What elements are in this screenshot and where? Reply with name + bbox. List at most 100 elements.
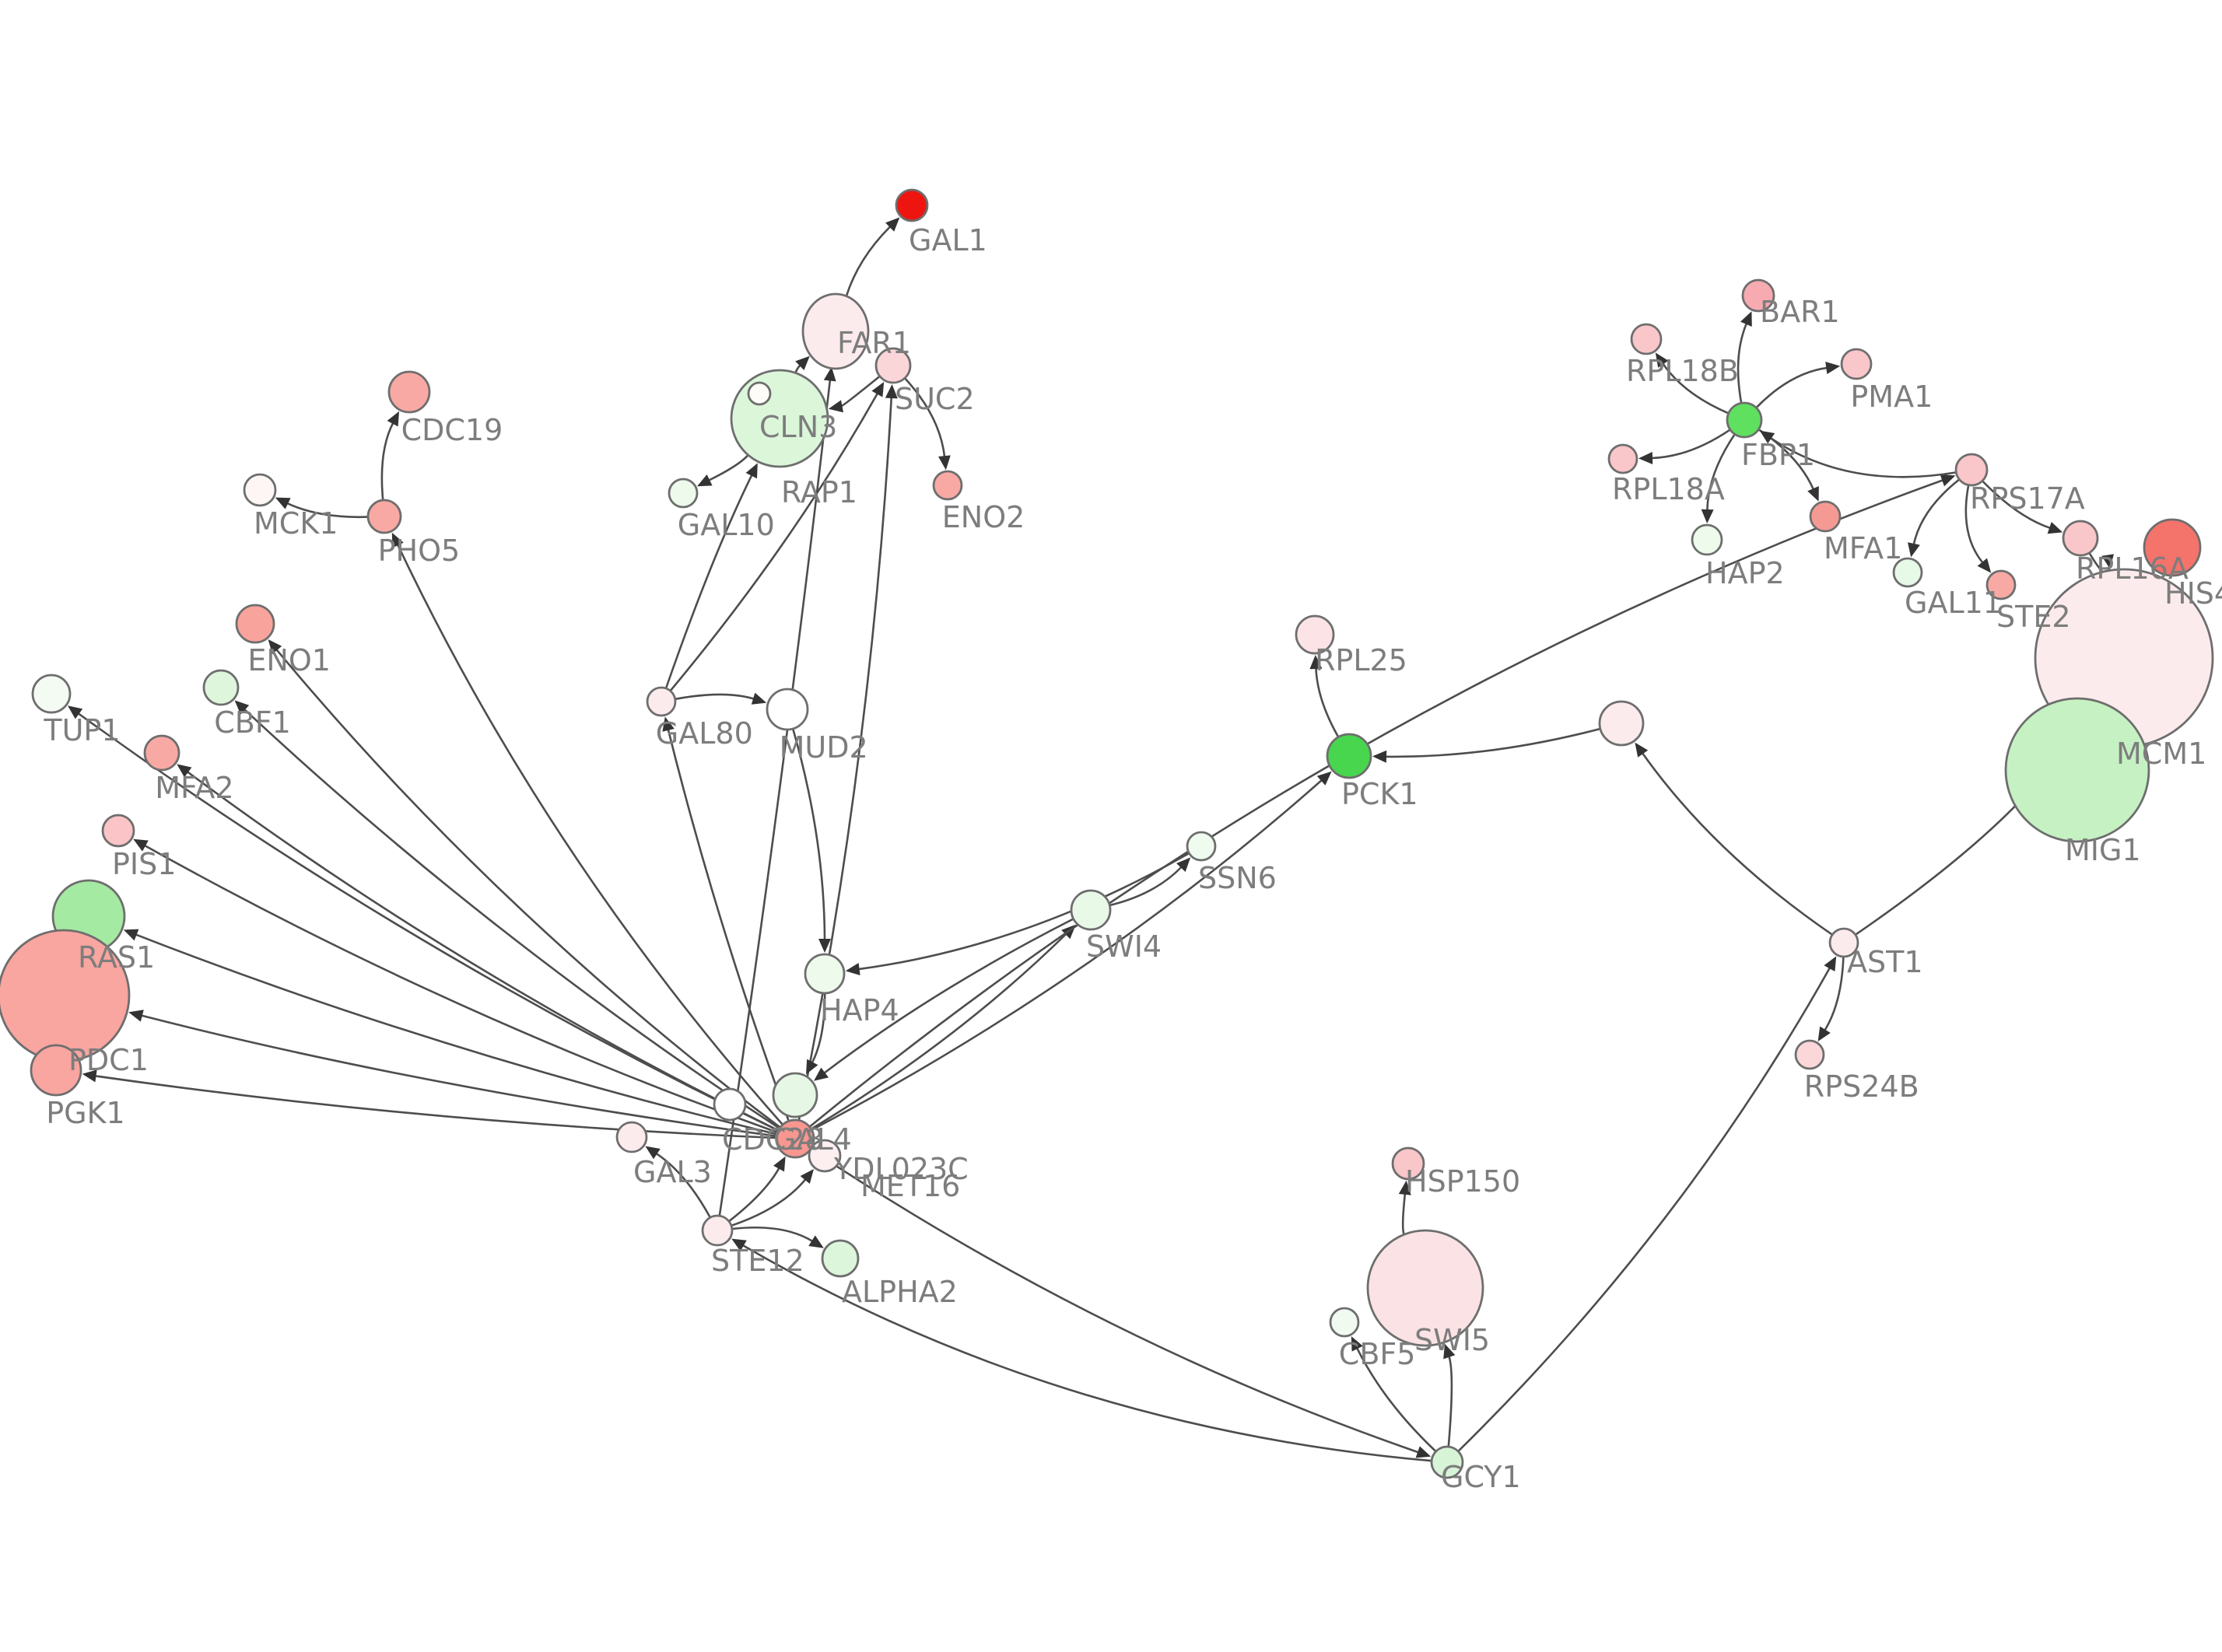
node-label-CDC19: CDC19	[401, 413, 503, 447]
node-RAP1N[interactable]	[747, 381, 772, 406]
node-AST1[interactable]	[1828, 927, 1859, 958]
edge-GAL4-RAS1	[135, 933, 777, 1136]
node-RPL16A[interactable]	[2062, 520, 2099, 557]
node-MIG1[interactable]	[2004, 697, 2150, 843]
node-ENO2[interactable]	[932, 470, 963, 501]
node-MCK1[interactable]	[243, 473, 277, 507]
edge-GAL4-GCY1	[810, 1148, 1420, 1454]
node-GAL1[interactable]	[895, 188, 929, 222]
node-GCY1[interactable]	[1430, 1445, 1464, 1479]
arrowhead-CLN3-FAR1	[795, 355, 810, 370]
node-RPL25[interactable]	[1295, 614, 1335, 655]
node-HSP150[interactable]	[1391, 1146, 1425, 1181]
node-PMA1[interactable]	[1840, 348, 1873, 380]
node-SUC2[interactable]	[874, 347, 912, 384]
node-label-GAL4: GAL4	[773, 1122, 852, 1157]
node-SWI5[interactable]	[1366, 1229, 1484, 1347]
arrowhead-GAL4-ENO1	[268, 639, 282, 654]
edge-RPS17A-STE2	[1964, 485, 1985, 565]
node-PHO5[interactable]	[366, 499, 402, 534]
node-CDC28[interactable]	[772, 1072, 818, 1118]
node-PNODE[interactable]	[1598, 700, 1645, 747]
arrowhead-GCY1-AST1	[1824, 956, 1837, 971]
node-CBF5[interactable]	[1329, 1307, 1360, 1338]
edge-GCY1-CBF5	[1355, 1346, 1437, 1453]
node-ENO1[interactable]	[235, 604, 275, 644]
node-MFA1[interactable]	[1809, 500, 1842, 533]
arrowhead-SUC2-CLN3	[828, 400, 843, 413]
node-RPL18A[interactable]	[1607, 443, 1638, 474]
floating-label-MET16: MET16	[860, 1169, 960, 1203]
node-FAR1[interactable]	[801, 292, 870, 370]
node-RPS24B[interactable]	[1794, 1039, 1825, 1070]
arrowhead-CLN3-GAL10	[697, 474, 713, 487]
edge-PHO5-CDC19	[380, 422, 394, 501]
node-label-RPS17A: RPS17A	[1970, 481, 2085, 516]
arrowhead-AST1-RPS24B	[1817, 1026, 1831, 1041]
node-CDC19[interactable]	[387, 370, 431, 414]
node-HAP4[interactable]	[804, 953, 846, 995]
node-SSN6[interactable]	[1186, 831, 1217, 862]
node-FBP1[interactable]	[1726, 401, 1763, 439]
arrowhead-MUD2-HAP4	[818, 939, 831, 953]
node-TUP1[interactable]	[31, 674, 72, 714]
node-STE12[interactable]	[701, 1214, 734, 1247]
node-MFA2[interactable]	[143, 734, 180, 772]
node-ALPHA2[interactable]	[821, 1239, 860, 1278]
node-GAL10[interactable]	[668, 478, 699, 509]
node-PGK1[interactable]	[30, 1044, 82, 1097]
node-GAL4[interactable]	[775, 1118, 815, 1159]
arrowhead-HAP4-CDC28	[806, 1059, 818, 1075]
edge-STE12-YDL023C	[731, 1178, 808, 1227]
node-SWI4[interactable]	[1070, 889, 1112, 931]
node-PIS1[interactable]	[101, 814, 135, 848]
arrowhead-GAL4-GCY1	[1415, 1446, 1432, 1458]
edge-GAL4-SUC2	[797, 396, 893, 1121]
edge-STE12-GAL3	[655, 1152, 711, 1219]
arrowhead-STE12-GAL4	[773, 1156, 786, 1172]
node-YDL023C[interactable]	[808, 1139, 842, 1173]
node-label-CBF1: CBF1	[214, 705, 291, 740]
node-MUD2[interactable]	[766, 688, 809, 731]
arrowhead-GAL4-RAS1	[123, 929, 139, 941]
node-WNODE[interactable]	[713, 1087, 747, 1122]
arrowhead-PHO5-MCK1	[275, 497, 291, 509]
node-PCK1[interactable]	[1326, 733, 1372, 779]
arrowhead-RPL16A-MCM1	[2101, 554, 2114, 569]
node-label-RPS24B: RPS24B	[1804, 1069, 1919, 1104]
arrowhead-RPS17A-FBP1	[1759, 430, 1775, 444]
node-GAL3[interactable]	[615, 1121, 648, 1153]
arrowhead-PHO5-CDC19	[387, 411, 399, 427]
arrowhead-AST1-PNODE	[1635, 742, 1649, 758]
node-HAP2[interactable]	[1691, 523, 1723, 556]
edge-PNODE-PCK1	[1384, 727, 1601, 758]
edge-FAR1-GAL1	[844, 225, 892, 299]
edge-GAL4-PGK1	[94, 1074, 777, 1139]
node-HIS4[interactable]	[2143, 518, 2202, 577]
edge-GAL4-PCK1	[811, 779, 1323, 1131]
node-RPL18B[interactable]	[1630, 323, 1663, 355]
node-GAL11[interactable]	[1892, 557, 1923, 588]
arrowhead-SWI4-CDC28	[814, 1067, 829, 1081]
node-label-RPL18A: RPL18A	[1612, 472, 1725, 506]
arrowhead-RPS17A-GAL11	[1908, 542, 1920, 558]
arrowhead-RPS17A-STE2	[1977, 558, 1992, 573]
node-BAR1[interactable]	[1741, 278, 1775, 313]
node-label-MCM1: MCM1	[2116, 737, 2206, 771]
node-label-PHO5: PHO5	[378, 534, 461, 568]
edge-GAL4-PDC1	[140, 1014, 777, 1138]
edge-SSN6-HAP4	[857, 852, 1190, 971]
edge-SWI4-CDC28	[822, 918, 1074, 1075]
node-label-CDC28: CDC28	[722, 1122, 824, 1157]
node-label-HAP2: HAP2	[1705, 556, 1785, 590]
node-STE2[interactable]	[1985, 569, 2017, 600]
node-CBF1[interactable]	[202, 669, 240, 706]
arrowhead-STE12-GAL3	[645, 1146, 661, 1160]
edges-layer	[68, 217, 2114, 1462]
node-GAL80[interactable]	[646, 686, 677, 717]
edge-GAL4-TUP1	[77, 712, 779, 1132]
node-label-CBF5: CBF5	[1339, 1337, 1416, 1371]
node-RPS17A[interactable]	[1954, 453, 1989, 487]
